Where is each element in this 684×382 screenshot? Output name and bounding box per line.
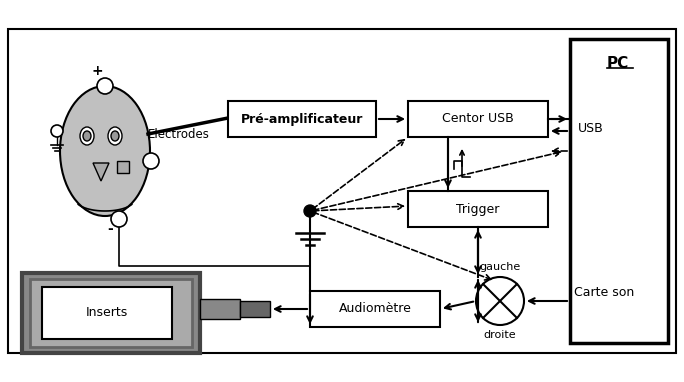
Ellipse shape <box>108 127 122 145</box>
Text: Audiomètre: Audiomètre <box>339 303 412 316</box>
Text: Centor USB: Centor USB <box>442 113 514 126</box>
Text: USB: USB <box>578 123 604 136</box>
Ellipse shape <box>83 131 91 141</box>
Bar <box>408 101 548 137</box>
Ellipse shape <box>60 86 150 216</box>
Bar <box>117 161 129 173</box>
Bar <box>228 101 376 137</box>
Text: Carte son: Carte son <box>574 286 634 299</box>
Bar <box>42 287 172 339</box>
Text: Pré-amplificateur: Pré-amplificateur <box>241 113 363 126</box>
Text: PC: PC <box>607 55 629 71</box>
Bar <box>200 299 240 319</box>
Ellipse shape <box>80 127 94 145</box>
Ellipse shape <box>111 131 119 141</box>
Circle shape <box>143 153 159 169</box>
Text: -: - <box>107 222 113 236</box>
Text: +: + <box>91 64 103 78</box>
Text: Trigger: Trigger <box>456 202 500 215</box>
Circle shape <box>304 205 316 217</box>
Polygon shape <box>93 163 109 181</box>
Circle shape <box>476 277 524 325</box>
Text: Inserts: Inserts <box>86 306 128 319</box>
Circle shape <box>51 125 63 137</box>
Text: droite: droite <box>484 330 516 340</box>
Circle shape <box>97 78 113 94</box>
Bar <box>570 39 668 343</box>
Bar <box>22 273 200 353</box>
Circle shape <box>111 211 127 227</box>
Text: Electrodes: Electrodes <box>148 128 210 141</box>
Bar <box>240 301 270 317</box>
Bar <box>408 191 548 227</box>
Text: gauche: gauche <box>479 262 521 272</box>
Bar <box>310 291 440 327</box>
Bar <box>30 279 192 347</box>
